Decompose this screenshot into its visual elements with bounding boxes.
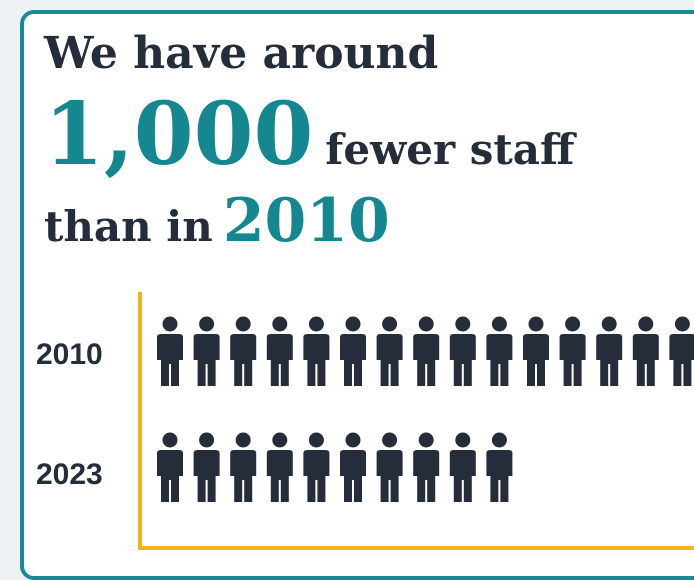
person-icon: [449, 316, 476, 386]
row-label-2010: 2010: [36, 338, 103, 371]
person-icon: [340, 316, 366, 386]
person-icon: [669, 316, 694, 386]
person-icon: [376, 316, 403, 386]
pictogram-chart: [138, 292, 694, 550]
person-icon: [193, 316, 220, 386]
person-icon: [303, 432, 330, 502]
headline-fewer-staff: fewer staff: [325, 125, 575, 174]
person-icon: [523, 316, 549, 386]
person-icon: [193, 432, 220, 502]
person-icon: [632, 316, 659, 386]
person-icon: [230, 432, 257, 502]
person-icon: [157, 432, 183, 502]
person-icon: [413, 316, 440, 386]
headline-big-number: 1,000: [44, 84, 314, 185]
person-icon: [157, 316, 183, 386]
headline-line-2: 1,000 fewer staff: [44, 92, 574, 178]
headline-line-3: than in 2010: [44, 186, 390, 256]
person-icon: [376, 432, 403, 502]
person-icon: [449, 432, 476, 502]
person-icon: [340, 432, 366, 502]
person-icon: [596, 316, 623, 386]
person-icon: [266, 316, 293, 386]
headline-than-in: than in: [44, 202, 213, 251]
person-icon: [559, 316, 586, 386]
headline-intro: We have around: [44, 28, 439, 79]
chart-axis: [138, 292, 694, 550]
person-icon: [413, 432, 440, 502]
person-icon: [486, 432, 513, 502]
person-icon: [266, 432, 293, 502]
person-icon: [230, 316, 257, 386]
headline-year: 2010: [222, 186, 390, 256]
row-label-2023: 2023: [36, 458, 103, 491]
person-icon: [486, 316, 513, 386]
person-icon: [303, 316, 330, 386]
headline-line-1: We have around: [44, 28, 438, 79]
